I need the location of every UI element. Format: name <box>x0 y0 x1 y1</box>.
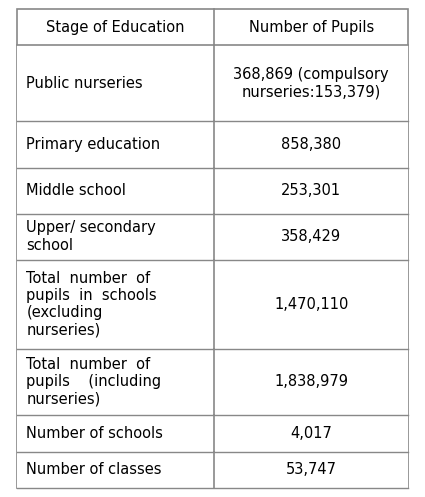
Text: Number of classes: Number of classes <box>26 462 162 477</box>
Text: Upper/ secondary
school: Upper/ secondary school <box>26 221 156 253</box>
Text: 4,017: 4,017 <box>290 426 332 441</box>
Text: Number of schools: Number of schools <box>26 426 163 441</box>
Text: 253,301: 253,301 <box>281 183 341 198</box>
Text: 858,380: 858,380 <box>281 137 341 152</box>
Bar <box>17 46 408 121</box>
Bar <box>17 451 408 488</box>
Bar <box>17 260 408 348</box>
Text: Primary education: Primary education <box>26 137 161 152</box>
Text: 1,838,979: 1,838,979 <box>274 374 348 389</box>
Bar <box>17 214 408 260</box>
Bar <box>17 167 408 214</box>
Text: Stage of Education: Stage of Education <box>46 20 185 35</box>
Bar <box>17 121 408 167</box>
Text: 1,470,110: 1,470,110 <box>274 297 348 312</box>
Text: Middle school: Middle school <box>26 183 126 198</box>
Text: 53,747: 53,747 <box>286 462 337 477</box>
Text: Total  number  of
pupils    (including
nurseries): Total number of pupils (including nurser… <box>26 357 162 407</box>
Bar <box>17 415 408 451</box>
Text: 368,869 (compulsory
nurseries:153,379): 368,869 (compulsory nurseries:153,379) <box>233 67 389 100</box>
Text: Number of Pupils: Number of Pupils <box>249 20 374 35</box>
Text: Public nurseries: Public nurseries <box>26 76 143 91</box>
Bar <box>17 348 408 415</box>
Text: 358,429: 358,429 <box>281 229 341 244</box>
Text: Total  number  of
pupils  in  schools
(excluding
nurseries): Total number of pupils in schools (exclu… <box>26 270 157 338</box>
